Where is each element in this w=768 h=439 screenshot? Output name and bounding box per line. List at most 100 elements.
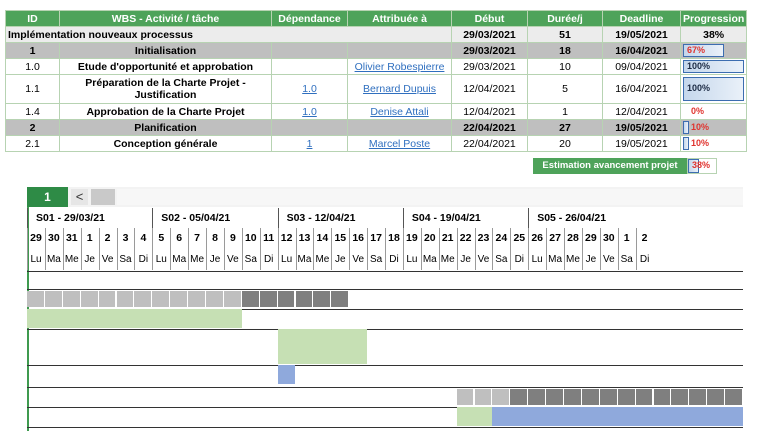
table-row[interactable]: 1 Initialisation 29/03/2021 18 16/04/202…: [5, 42, 748, 59]
horizontal-scrollbar-thumb[interactable]: [91, 189, 115, 205]
row-progress[interactable]: 0%: [679, 103, 748, 120]
phase-bar-segment[interactable]: [241, 291, 260, 307]
row-id[interactable]: 2: [5, 119, 60, 136]
row-id[interactable]: 2.1: [5, 135, 60, 152]
phase-bar-segment[interactable]: [152, 291, 171, 307]
assignee-link[interactable]: Bernard Dupuis: [363, 83, 436, 95]
phase-bar-segment[interactable]: [313, 291, 332, 307]
phase-bar-segment[interactable]: [188, 291, 206, 307]
row-assignee[interactable]: Marcel Poste: [347, 135, 452, 152]
row-assignee[interactable]: [347, 42, 452, 59]
row-dependency[interactable]: 1: [271, 135, 348, 152]
row-activity[interactable]: Préparation de la Charte Projet - Justif…: [59, 74, 272, 104]
summary-value-cell[interactable]: 38%: [687, 158, 717, 174]
header-deadline[interactable]: Deadline: [602, 10, 681, 27]
row-deadline[interactable]: 16/04/2021: [602, 74, 681, 104]
project-progress[interactable]: 38%: [679, 26, 748, 43]
phase-bar-segment[interactable]: [635, 389, 654, 405]
row-progress[interactable]: 10%: [679, 119, 748, 136]
row-deadline[interactable]: 12/04/2021: [602, 103, 681, 120]
row-id[interactable]: 1.4: [5, 103, 60, 120]
row-deadline[interactable]: 19/05/2021: [602, 135, 681, 152]
row-duration[interactable]: 10: [527, 58, 603, 75]
row-progress[interactable]: 100%: [679, 74, 748, 104]
header-progress[interactable]: Progression: [679, 10, 748, 27]
task-bar[interactable]: [277, 365, 296, 384]
phase-bar-segment[interactable]: [581, 389, 600, 405]
phase-bar-segment[interactable]: [206, 291, 224, 307]
dependency-link[interactable]: 1.0: [302, 105, 317, 118]
phase-bar-segment[interactable]: [27, 291, 45, 307]
phase-bar-segment[interactable]: [599, 389, 618, 405]
row-start[interactable]: 12/04/2021: [451, 74, 528, 104]
phase-bar-segment[interactable]: [62, 291, 81, 307]
project-row[interactable]: Implémentation nouveaux processus 29/03/…: [5, 26, 748, 43]
row-progress[interactable]: 100%: [679, 58, 748, 75]
phase-bar-segment[interactable]: [44, 291, 63, 307]
row-start[interactable]: 12/04/2021: [451, 103, 528, 120]
row-start[interactable]: 29/03/2021: [451, 42, 528, 59]
project-name[interactable]: Implémentation nouveaux processus: [5, 26, 452, 43]
row-duration[interactable]: 20: [527, 135, 603, 152]
horizontal-scrollbar-track[interactable]: [117, 189, 743, 205]
phase-bar-segment[interactable]: [223, 291, 242, 307]
row-duration[interactable]: 5: [527, 74, 603, 104]
phase-bar-segment[interactable]: [331, 291, 350, 307]
table-row[interactable]: 1.4 Approbation de la Charte Projet 1.0 …: [5, 103, 748, 120]
row-dependency[interactable]: [271, 119, 348, 136]
project-duration[interactable]: 51: [527, 26, 603, 43]
row-deadline[interactable]: 09/04/2021: [602, 58, 681, 75]
row-progress[interactable]: 67%: [679, 42, 748, 59]
row-assignee[interactable]: Denise Attali: [347, 103, 452, 120]
row-start[interactable]: 29/03/2021: [451, 58, 528, 75]
phase-bar-segment[interactable]: [617, 389, 636, 405]
row-id[interactable]: 1.0: [5, 58, 60, 75]
row-progress[interactable]: 10%: [679, 135, 748, 152]
phase-bar-segment[interactable]: [80, 291, 99, 307]
header-dependency[interactable]: Dépendance: [271, 10, 348, 27]
phase-bar-segment[interactable]: [492, 389, 511, 405]
header-duration[interactable]: Durée/j: [527, 10, 603, 27]
row-dependency[interactable]: 1.0: [271, 74, 348, 104]
phase-bar-segment[interactable]: [528, 389, 547, 405]
row-activity[interactable]: Etude d'opportunité et approbation: [59, 58, 272, 75]
phase-bar-segment[interactable]: [725, 389, 743, 405]
task-bar[interactable]: [277, 329, 368, 364]
row-activity[interactable]: Planification: [59, 119, 272, 136]
phase-bar-segment[interactable]: [546, 389, 564, 405]
header-start[interactable]: Début: [451, 10, 528, 27]
row-activity[interactable]: Conception générale: [59, 135, 272, 152]
phase-bar-segment[interactable]: [456, 389, 475, 405]
row-dependency[interactable]: [271, 42, 348, 59]
row-duration[interactable]: 1: [527, 103, 603, 120]
row-dependency[interactable]: [271, 58, 348, 75]
row-id[interactable]: 1.1: [5, 74, 60, 104]
phase-bar-segment[interactable]: [116, 291, 135, 307]
header-assignee[interactable]: Attribuée à: [347, 10, 452, 27]
row-duration[interactable]: 18: [527, 42, 603, 59]
row-start[interactable]: 22/04/2021: [451, 119, 528, 136]
phase-bar-segment[interactable]: [564, 389, 582, 405]
project-deadline[interactable]: 19/05/2021: [602, 26, 681, 43]
phase-bar-segment[interactable]: [98, 291, 117, 307]
dependency-link[interactable]: 1: [306, 137, 313, 150]
phase-bar-segment[interactable]: [474, 389, 493, 405]
header-activity[interactable]: WBS - Activité / tâche: [59, 10, 272, 27]
row-assignee[interactable]: Bernard Dupuis: [347, 74, 452, 104]
assignee-link[interactable]: Denise Attali: [370, 105, 429, 118]
row-activity[interactable]: Approbation de la Charte Projet: [59, 103, 272, 120]
phase-bar-segment[interactable]: [277, 291, 296, 307]
row-duration[interactable]: 27: [527, 119, 603, 136]
phase-bar-segment[interactable]: [689, 389, 708, 405]
header-id[interactable]: ID: [5, 10, 60, 27]
table-row[interactable]: 2.1 Conception générale 1 Marcel Poste 2…: [5, 135, 748, 152]
phase-bar-segment[interactable]: [671, 389, 690, 405]
phase-bar-segment[interactable]: [510, 389, 529, 405]
row-assignee[interactable]: [347, 119, 452, 136]
table-row[interactable]: 1.1 Préparation de la Charte Projet - Ju…: [5, 74, 748, 104]
phase-bar-segment[interactable]: [259, 291, 278, 307]
table-row[interactable]: 2 Planification 22/04/2021 27 19/05/2021…: [5, 119, 748, 136]
task-progress-bar[interactable]: [492, 407, 743, 426]
row-assignee[interactable]: Olivier Robespierre: [347, 58, 452, 75]
assignee-link[interactable]: Marcel Poste: [368, 137, 431, 150]
